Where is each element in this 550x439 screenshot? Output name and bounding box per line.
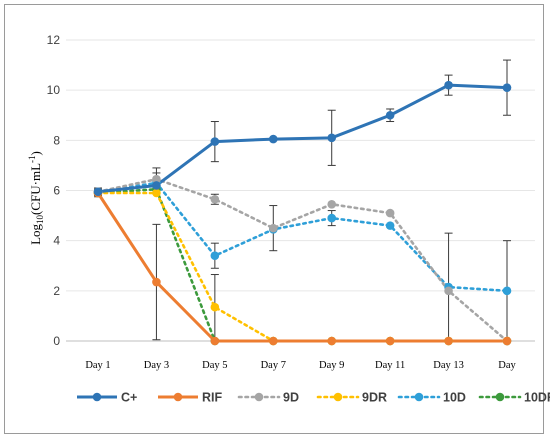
x-tick-label: Day 9 xyxy=(319,360,344,371)
data-point xyxy=(327,199,337,209)
data-point xyxy=(268,336,278,346)
data-point xyxy=(210,251,220,261)
data-point xyxy=(444,80,453,90)
x-tick-label: Day 11 xyxy=(375,360,405,371)
series-line-9dr xyxy=(96,191,509,343)
y-axis-ticks: 0 2 4 6 8 10 12 xyxy=(47,33,61,348)
x-tick-label: Day 13 xyxy=(433,360,464,371)
data-point xyxy=(152,277,161,287)
error-bars xyxy=(94,59,511,342)
y-tick-label: 0 xyxy=(53,334,60,348)
data-point xyxy=(385,221,395,230)
legend-swatch-marker xyxy=(495,392,505,402)
legend: C+ RIF 9D 9DR 10D 10DR xyxy=(77,391,550,405)
series-lines xyxy=(96,83,509,343)
data-point xyxy=(502,286,512,296)
series-line-rif xyxy=(96,192,507,343)
series-line-10dr xyxy=(96,187,509,343)
x-axis-ticks: Day 1 Day 3 Day 5 Day 7 Day 9 Day 11 Day 13 Day xyxy=(85,360,516,371)
x-tick-label: Day 1 xyxy=(85,360,110,371)
data-point xyxy=(502,336,512,346)
data-point xyxy=(210,137,220,146)
data-point xyxy=(152,181,161,190)
legend-swatch-marker xyxy=(254,392,264,402)
data-point xyxy=(268,223,278,233)
chart-frame xyxy=(4,4,544,434)
data-point xyxy=(502,83,512,92)
data-point xyxy=(327,336,337,346)
x-tick-label: Day xyxy=(498,360,516,371)
x-tick-label: Day 3 xyxy=(144,360,169,371)
data-point xyxy=(385,110,395,120)
legend-label: RIF xyxy=(202,391,223,405)
x-tick-label: Day 7 xyxy=(261,360,286,371)
y-tick-label: 6 xyxy=(53,184,60,198)
legend-label: 10DR xyxy=(524,391,550,405)
legend-label: 9DR xyxy=(362,391,387,405)
data-point xyxy=(385,208,395,218)
data-point xyxy=(268,134,278,144)
y-axis-label: Log10(CFU·mL-1) xyxy=(27,151,45,245)
data-point xyxy=(327,213,337,223)
data-point xyxy=(385,336,395,346)
series-line-c xyxy=(97,83,508,194)
y-tick-label: 8 xyxy=(53,133,60,147)
y-tick-label: 12 xyxy=(47,33,61,47)
data-point xyxy=(210,194,220,204)
x-tick-label: Day 5 xyxy=(202,360,227,371)
legend-label: 10D xyxy=(443,391,466,405)
data-point xyxy=(210,302,220,312)
legend-label: C+ xyxy=(121,391,137,405)
legend-label: 9D xyxy=(283,391,299,405)
y-tick-label: 2 xyxy=(53,284,60,298)
data-point xyxy=(444,336,453,346)
data-point xyxy=(152,174,161,184)
series-line-9d xyxy=(96,177,509,343)
data-point xyxy=(444,286,453,296)
data-point xyxy=(152,188,161,198)
legend-swatch-marker xyxy=(92,392,102,402)
data-point xyxy=(327,133,337,143)
data-point xyxy=(93,187,103,197)
y-tick-label: 10 xyxy=(47,83,61,97)
y-tick-label: 4 xyxy=(53,234,60,248)
series-markers xyxy=(93,80,512,346)
legend-swatch-marker xyxy=(414,392,424,402)
data-point xyxy=(210,336,220,346)
legend-swatch-marker xyxy=(333,392,343,402)
legend-swatch-marker xyxy=(173,392,183,402)
